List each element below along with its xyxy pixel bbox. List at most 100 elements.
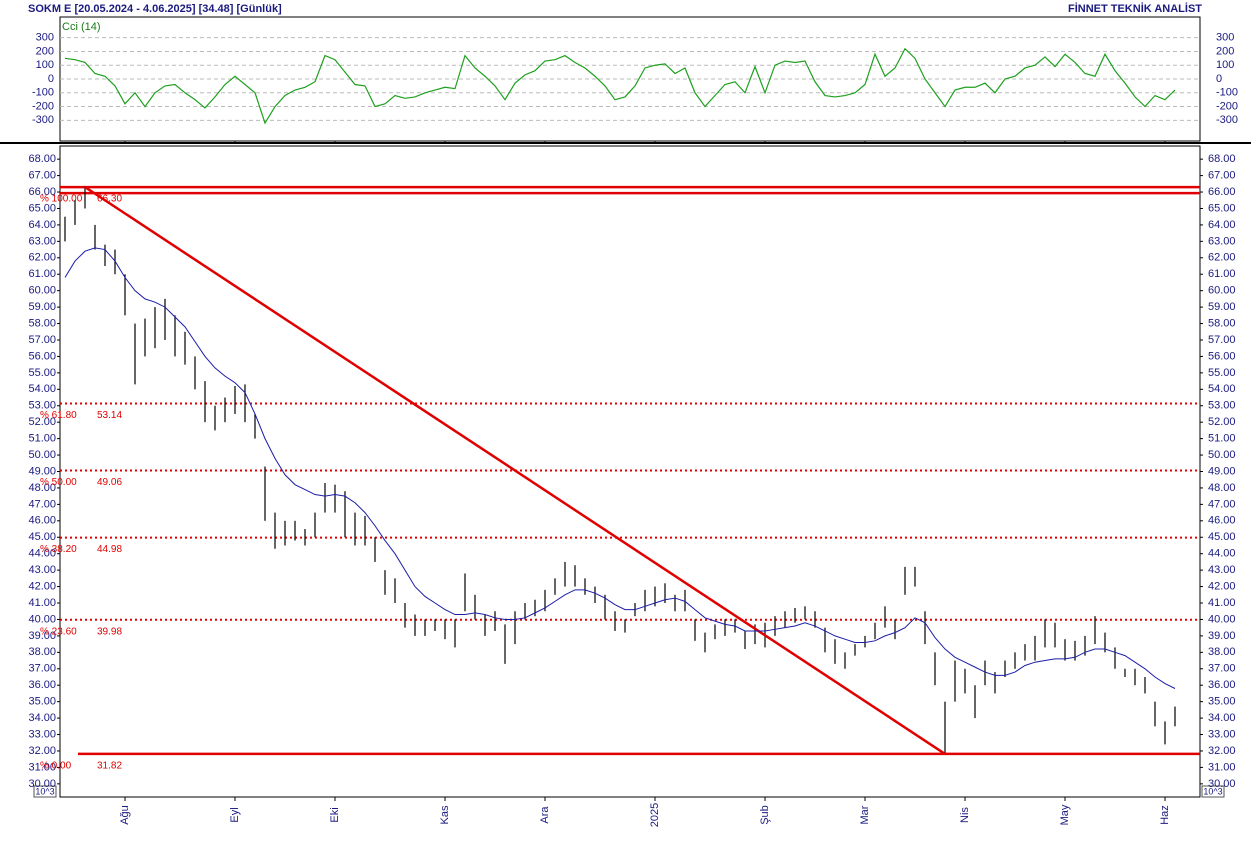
y-tick-label: 52.00 [1208,416,1236,428]
y-tick-label: 37.00 [28,663,56,675]
x-tick-label: Eyl [229,807,241,822]
y-tick-label: 42.00 [1208,580,1236,592]
y-tick-label: 45.00 [28,531,56,543]
y-tick-label: 45.00 [1208,531,1236,543]
y-tick-label: 57.00 [28,334,56,346]
y-tick-label: 34.00 [28,712,56,724]
y-tick-label: 41.00 [28,597,56,609]
y-tick-label: 31.00 [28,761,56,773]
y-tick-label: 63.00 [1208,235,1236,247]
fib-percent: % 100.00 [40,194,83,205]
y-tick-label: 35.00 [1208,696,1236,708]
x-tick-label: Haz [1159,805,1171,825]
y-tick-label: 61.00 [1208,268,1236,280]
y-tick-label: 56.00 [28,350,56,362]
y-tick-label: 38.00 [1208,646,1236,658]
y-tick-label: 32.00 [1208,745,1236,757]
y-tick-label: 100 [36,59,54,71]
y-tick-label: 41.00 [1208,597,1236,609]
y-tick-label: 51.00 [28,433,56,445]
legend-entry: Cci (14) [62,21,101,33]
y-tick-label: 56.00 [1208,350,1236,362]
y-tick-label: 48.00 [1208,482,1236,494]
y-tick-label: 100 [1216,59,1234,71]
y-tick-label: -100 [32,87,54,99]
y-tick-label: 49.00 [1208,465,1236,477]
scale-note: 10^3 [1203,786,1222,796]
fib-value: 49.06 [97,477,122,488]
y-tick-label: 55.00 [1208,367,1236,379]
fib-value: 44.98 [97,544,122,555]
x-tick-label: Nis [959,807,971,823]
y-tick-label: 65.00 [1208,202,1236,214]
y-tick-label: 39.00 [1208,630,1236,642]
y-tick-label: 54.00 [1208,383,1236,395]
fib-percent: % 38.20 [40,544,77,555]
scale-box [33,785,57,798]
y-tick-label: -300 [32,114,54,126]
y-tick-label: 36.00 [1208,679,1236,691]
fib-value: 66.30 [97,194,122,205]
y-tick-label: -200 [32,100,54,112]
y-tick-label: 30.00 [28,778,56,790]
y-tick-label: 68.00 [1208,153,1236,165]
y-tick-label: 33.00 [1208,728,1236,740]
y-tick-label: 50.00 [1208,449,1236,461]
y-tick-label: 46.00 [28,515,56,527]
y-tick-label: -300 [1216,114,1238,126]
y-tick-label: -200 [1216,100,1238,112]
y-tick-label: 32.00 [28,745,56,757]
y-tick-label: 57.00 [1208,334,1236,346]
fib-value: 39.98 [97,626,122,637]
y-tick-label: 62.00 [28,252,56,264]
y-tick-label: 58.00 [1208,317,1236,329]
y-tick-label: 43.00 [28,564,56,576]
y-tick-label: 58.00 [28,317,56,329]
y-tick-label: 59.00 [28,301,56,313]
y-tick-label: 48.00 [28,482,56,494]
y-tick-label: 200 [36,45,54,57]
y-tick-label: 53.00 [28,400,56,412]
y-tick-label: 0 [1216,73,1222,85]
fib-percent: % 23.60 [40,626,77,637]
x-tick-label: Kas [439,805,451,824]
brand: FİNNET TEKNİK ANALİST [1068,2,1202,15]
y-tick-label: 300 [36,32,54,44]
y-tick-label: 44.00 [28,548,56,560]
y-tick-label: 65.00 [28,202,56,214]
fib-percent: % 50.00 [40,477,77,488]
y-tick-label: 40.00 [28,613,56,625]
x-tick-label: Ağu [119,805,131,825]
fib-percent: % 61.80 [40,410,77,421]
y-tick-label: 44.00 [1208,548,1236,560]
y-tick-label: 33.00 [28,728,56,740]
y-tick-label: 54.00 [28,383,56,395]
x-tick-label: May [1059,804,1071,825]
y-tick-label: 42.00 [28,580,56,592]
y-tick-label: 66.00 [28,186,56,198]
y-tick-label: 39.00 [28,630,56,642]
x-tick-label: Mar [859,805,871,824]
y-tick-label: 51.00 [1208,433,1236,445]
y-tick-label: 0 [48,73,54,85]
y-tick-label: 34.00 [1208,712,1236,724]
y-tick-label: 36.00 [28,679,56,691]
scale-note: 10^3 [35,786,54,796]
y-tick-label: 30.00 [1208,778,1236,790]
y-tick-label: 46.00 [1208,515,1236,527]
y-tick-label: 200 [1216,45,1234,57]
y-tick-label: 67.00 [1208,169,1236,181]
y-tick-label: 64.00 [1208,219,1236,231]
x-tick-label: Şub [759,805,771,825]
y-tick-label: 35.00 [28,696,56,708]
y-tick-label: 60.00 [1208,285,1236,297]
y-tick-label: -100 [1216,87,1238,99]
y-tick-label: 50.00 [28,449,56,461]
y-tick-label: 63.00 [28,235,56,247]
y-tick-label: 61.00 [28,268,56,280]
chart-title: SOKM E [20.05.2024 - 4.06.2025] [34.48] … [28,3,282,15]
fib-value: 31.82 [97,761,122,772]
y-tick-label: 37.00 [1208,663,1236,675]
y-tick-label: 31.00 [1208,761,1236,773]
y-tick-label: 52.00 [28,416,56,428]
